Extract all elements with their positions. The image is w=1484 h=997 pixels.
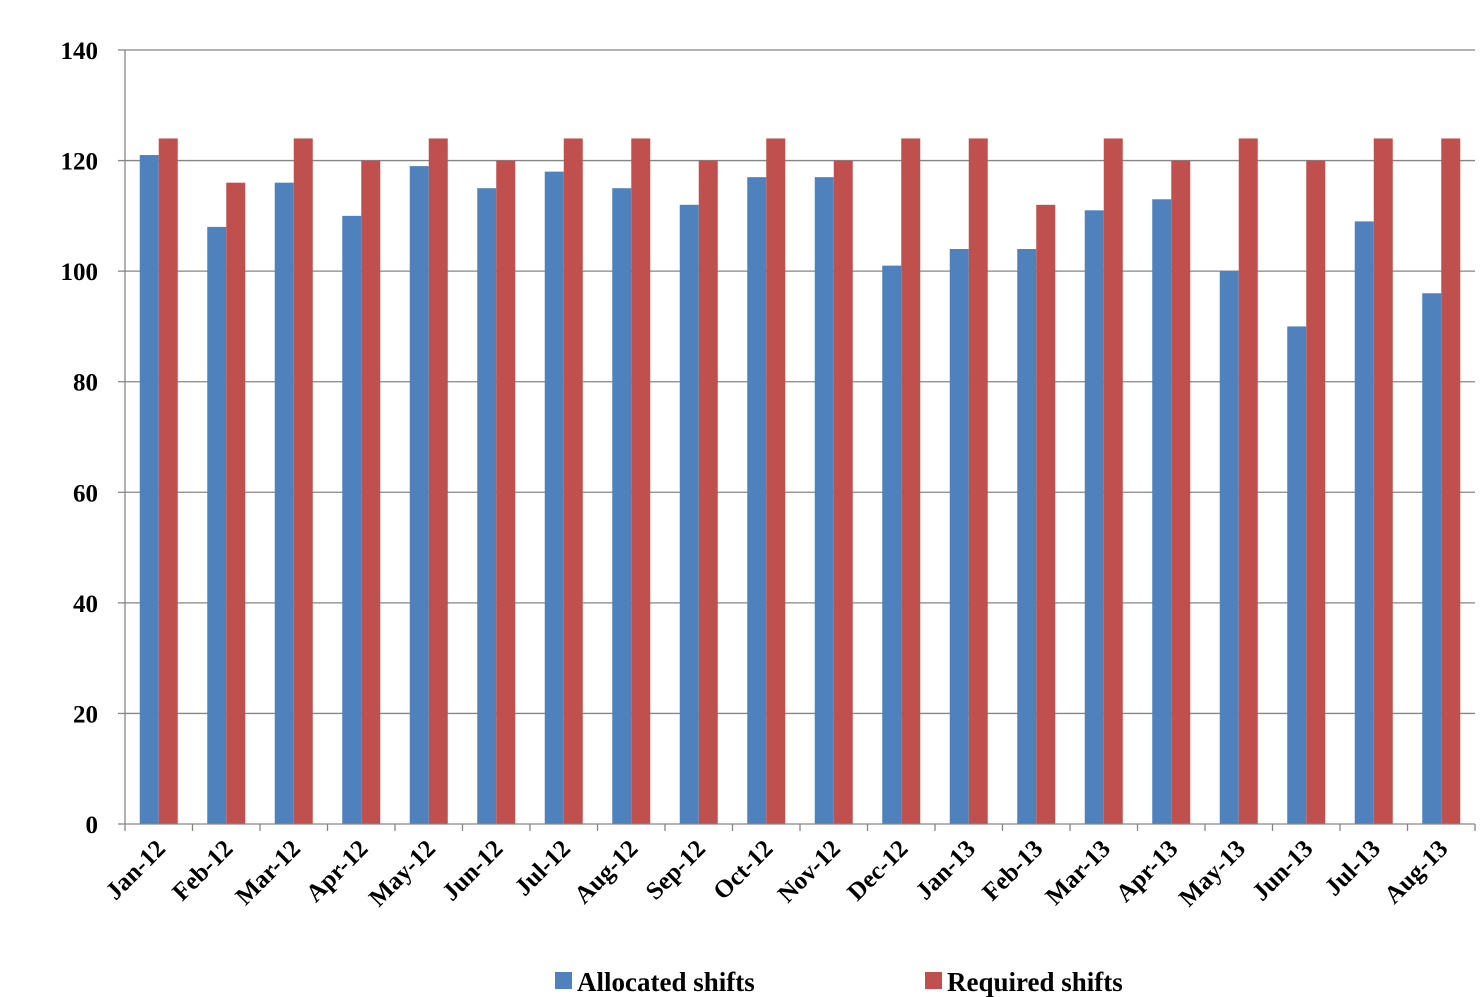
bar-required [1238, 138, 1258, 824]
legend-swatch [555, 972, 572, 989]
bar-allocated [882, 265, 902, 825]
bar-required [698, 160, 718, 825]
bar-allocated [342, 215, 362, 824]
x-tick-label: Jun-13 [1247, 835, 1318, 906]
x-tick-label: Feb-12 [167, 835, 238, 906]
x-tick-label: Aug-13 [1379, 835, 1453, 909]
bar-required [361, 160, 381, 825]
bar-allocated [1287, 326, 1307, 824]
legend: Allocated shifts Required shifts [555, 967, 1123, 997]
bar-required [158, 138, 178, 824]
y-tick-label: 80 [73, 370, 98, 397]
x-tick-label: Apr-12 [301, 835, 373, 907]
y-tick-label: 120 [61, 149, 99, 176]
gridlines [125, 49, 1475, 715]
bar-required [968, 138, 988, 824]
bar-allocated [409, 166, 429, 825]
axes [118, 49, 1476, 831]
bar-required [293, 138, 313, 824]
bar-allocated [274, 182, 294, 824]
x-tick-label: Jun-12 [437, 835, 508, 906]
bar-allocated [544, 171, 564, 825]
legend-label: Required shifts [947, 967, 1123, 997]
bar-required [1171, 160, 1191, 825]
bar-allocated [1422, 293, 1442, 824]
bar-allocated [747, 177, 767, 824]
bar-required [1373, 138, 1393, 824]
bar-allocated [1017, 249, 1037, 824]
y-tick-label: 0 [86, 812, 99, 839]
bar-required [766, 138, 786, 824]
x-tick-label: Dec-12 [842, 835, 913, 906]
x-tick-label: Jan-12 [101, 835, 171, 905]
legend-label: Allocated shifts [577, 967, 755, 997]
x-tick-label: Jul-12 [510, 835, 576, 901]
bars [139, 138, 1461, 825]
bar-required [496, 160, 516, 825]
bar-required [1103, 138, 1123, 824]
x-tick-label: Sep-12 [641, 835, 711, 905]
y-tick-labels: 0 20 40 60 80 100 120 140 [61, 38, 99, 839]
y-tick-label: 60 [73, 480, 98, 507]
bar-required [563, 138, 583, 824]
x-tick-label: Nov-12 [773, 835, 846, 908]
bar-required [631, 138, 651, 824]
bar-allocated [207, 226, 227, 824]
x-tick-label: Jan-13 [911, 835, 981, 905]
x-tick-label: Feb-13 [977, 835, 1048, 906]
x-tick-label: Jul-13 [1320, 835, 1386, 901]
y-tick-label: 40 [73, 591, 98, 618]
bar-required [1306, 160, 1326, 825]
bar-allocated [949, 249, 969, 824]
bar-required [1036, 204, 1056, 825]
bar-allocated [679, 204, 699, 825]
bar-required [1441, 138, 1461, 824]
x-tick-label: Oct-12 [708, 835, 778, 905]
bar-required [901, 138, 921, 824]
bar-allocated [1152, 199, 1172, 824]
bar-allocated [1354, 221, 1374, 824]
bar-allocated [477, 188, 497, 824]
x-tick-label: Apr-13 [1111, 835, 1183, 907]
bar-allocated [139, 155, 159, 825]
bar-allocated [814, 177, 834, 824]
bar-allocated [612, 188, 632, 824]
bar-required [833, 160, 853, 825]
bar-allocated [1219, 271, 1239, 825]
bar-required [428, 138, 448, 824]
x-tick-label: Mar-12 [231, 835, 306, 910]
legend-swatch [925, 972, 942, 989]
y-tick-label: 140 [61, 38, 99, 65]
bar-required [226, 182, 246, 824]
x-tick-label: Mar-13 [1041, 835, 1116, 910]
bar-allocated [1084, 210, 1104, 825]
x-tick-label: May-12 [364, 835, 441, 912]
x-tick-label: Aug-12 [569, 835, 643, 909]
x-tick-label: May-13 [1174, 835, 1251, 912]
y-tick-label: 20 [73, 701, 98, 728]
y-tick-label: 100 [61, 259, 99, 286]
